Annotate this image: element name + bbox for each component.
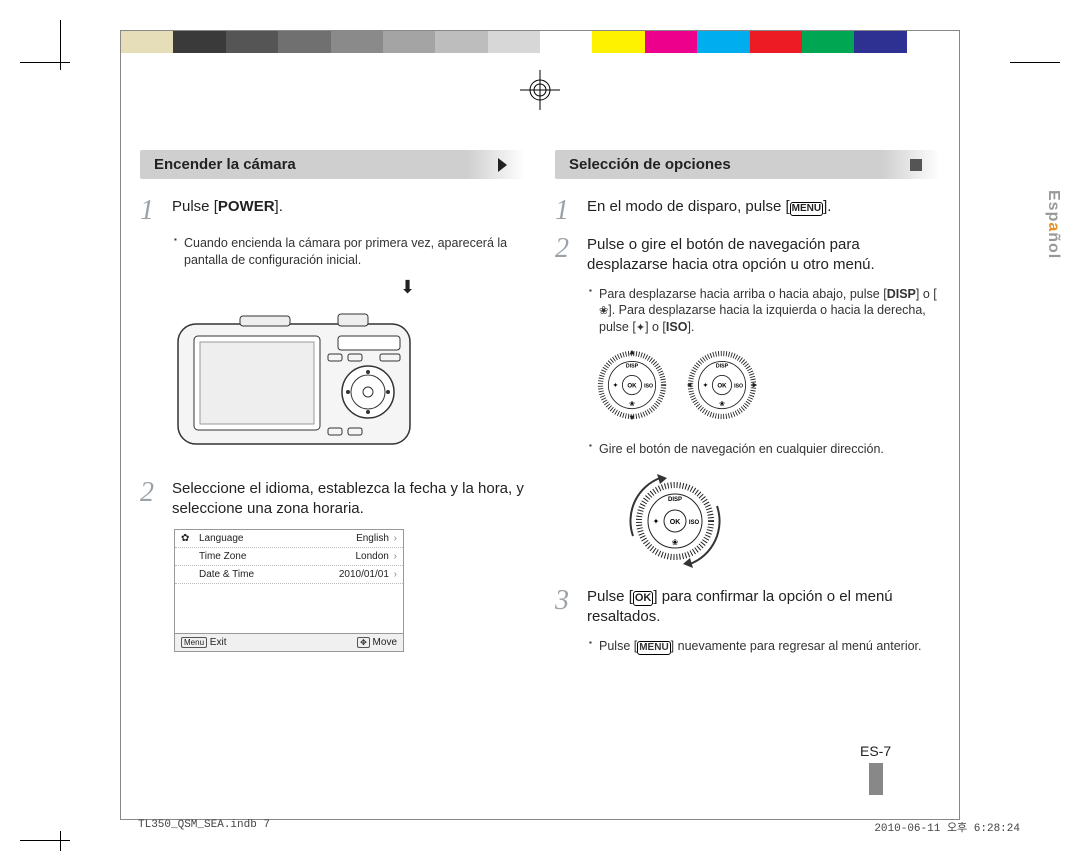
dial-rotate-icon: DISP OK ✦ ISO ❀ (615, 466, 735, 576)
step-number: 1 (555, 197, 577, 225)
footer-filename: TL350_QSM_SEA.indb 7 (138, 819, 270, 835)
svg-text:OK: OK (670, 519, 681, 526)
page-number: ES-7 (860, 743, 891, 795)
stop-icon (910, 159, 922, 171)
settings-row: Date & Time2010/01/01 › (175, 566, 403, 584)
svg-text:✦: ✦ (612, 382, 618, 390)
title-text: Encender la cámara (154, 156, 296, 173)
print-footer: TL350_QSM_SEA.indb 7 2010-06-11 오후 6:28:… (138, 819, 1020, 835)
right-column: Selección de opciones 1 En el modo de di… (555, 150, 940, 663)
step-number: 2 (140, 479, 162, 507)
step-text: En el modo de disparo, pulse [MENU]. (587, 197, 940, 217)
settings-row: ✿LanguageEnglish › (175, 530, 403, 548)
manual-content: Encender la cámara 1 Pulse [POWER]. Cuan… (140, 150, 940, 663)
step-1: 1 En el modo de disparo, pulse [MENU]. (555, 197, 940, 225)
left-column: Encender la cámara 1 Pulse [POWER]. Cuan… (140, 150, 525, 663)
step-text: Pulse [OK] para confirmar la opción o el… (587, 587, 940, 628)
step-3-notes: Pulse [MENU] nuevamente para regresar al… (589, 638, 940, 655)
svg-text:OK: OK (718, 383, 728, 390)
svg-text:DISP: DISP (716, 364, 729, 370)
step-1-note: Cuando encienda la cámara por primera ve… (174, 235, 525, 269)
language-tab: Español (1044, 190, 1062, 259)
play-icon (498, 158, 507, 172)
registration-mark (520, 70, 560, 110)
svg-text:❀: ❀ (672, 538, 679, 547)
color-calibration-bar (121, 31, 959, 53)
dial-icon: DISP OK ✦ ISO ❀ (687, 350, 757, 420)
camera-illustration (170, 306, 420, 456)
svg-text:✦: ✦ (653, 517, 660, 526)
step-3: 3 Pulse [OK] para confirmar la opción o … (555, 587, 940, 628)
section-title-options: Selección de opciones (555, 150, 940, 179)
svg-text:❀: ❀ (629, 401, 635, 408)
dial-top: DISP (626, 364, 639, 370)
svg-text:DISP: DISP (668, 497, 682, 503)
svg-text:OK: OK (627, 383, 637, 390)
svg-text:✦: ✦ (703, 382, 709, 390)
step-1: 1 Pulse [POWER]. (140, 197, 525, 225)
step-text: Seleccione el idioma, establezca la fech… (172, 479, 525, 520)
step-2-notes: Para desplazarse hacia arriba o hacia ab… (589, 286, 940, 337)
down-arrow-icon: ⬇ (290, 277, 525, 298)
footer-timestamp: 2010-06-11 오후 6:28:24 (874, 819, 1020, 835)
svg-text:ISO: ISO (735, 384, 744, 390)
svg-text:❀: ❀ (720, 401, 726, 408)
step-text: Pulse [POWER]. (172, 197, 525, 217)
settings-screen: ✿LanguageEnglish ›Time ZoneLondon ›Date … (174, 529, 404, 652)
dial-icon: DISP OK ✦ ISO ❀ (597, 350, 667, 420)
step-2: 2 Seleccione el idioma, establezca la fe… (140, 479, 525, 520)
settings-footer: Menu Exit ✥ Move (175, 634, 403, 651)
title-text: Selección de opciones (569, 156, 731, 173)
nav-dial-press: DISP OK ✦ ISO ❀ DISP OK ✦ ISO ❀ (589, 344, 940, 431)
step-number: 2 (555, 235, 577, 263)
step-2-notes-2: Gire el botón de navegación en cualquier… (589, 441, 940, 458)
step-number: 3 (555, 587, 577, 615)
svg-text:ISO: ISO (689, 520, 700, 526)
step-text: Pulse o gire el botón de navegación para… (587, 235, 940, 276)
step-2: 2 Pulse o gire el botón de navegación pa… (555, 235, 940, 276)
step-number: 1 (140, 197, 162, 225)
svg-text:ISO: ISO (644, 384, 653, 390)
settings-row: Time ZoneLondon › (175, 548, 403, 566)
nav-dial-rotate: DISP OK ✦ ISO ❀ (615, 466, 940, 581)
section-title-power: Encender la cámara (140, 150, 525, 179)
